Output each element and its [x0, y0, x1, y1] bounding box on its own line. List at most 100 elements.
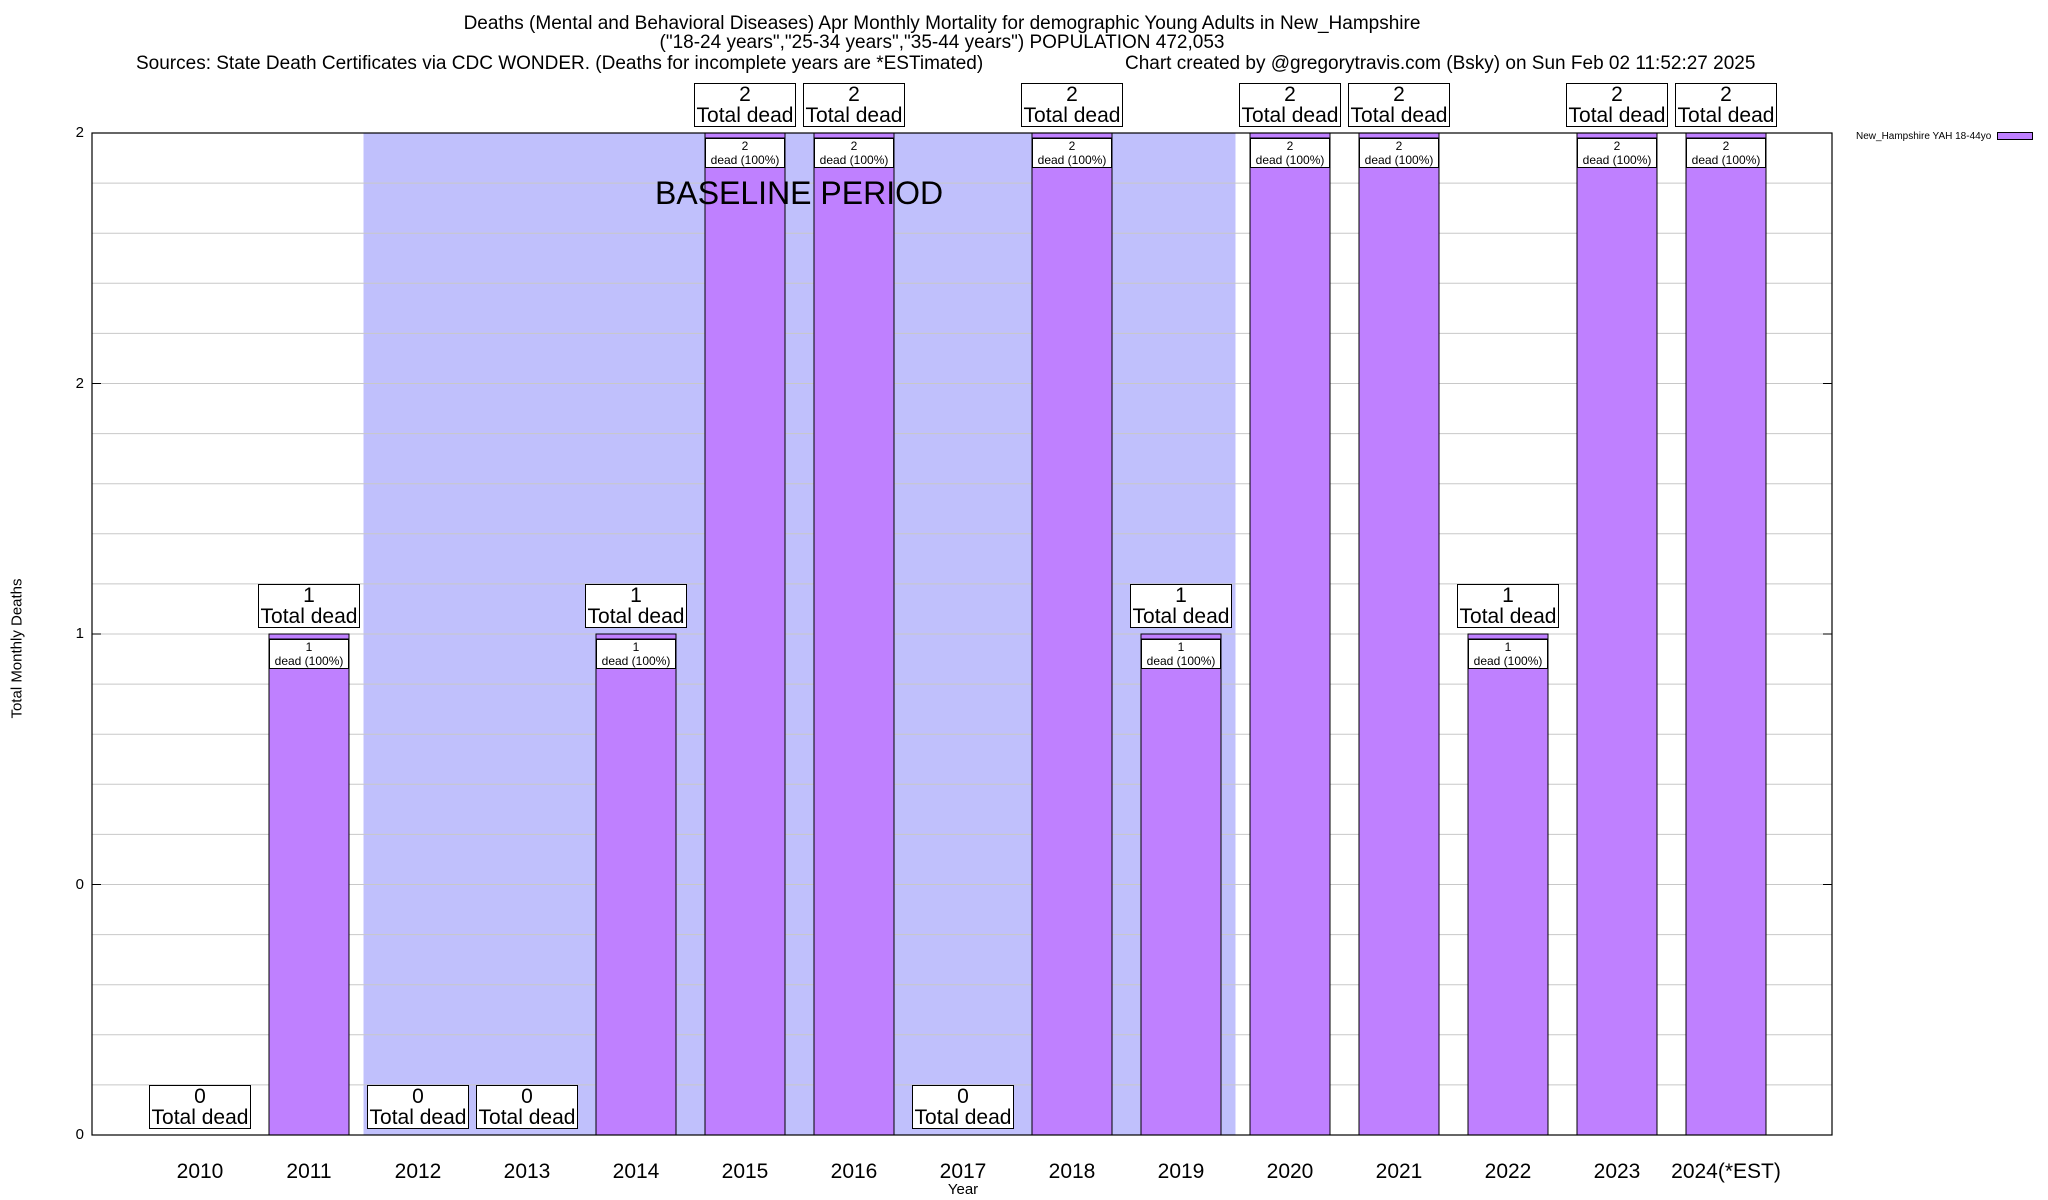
segment-label-line: 2 — [1068, 139, 1076, 153]
total-dead-value: 1 — [303, 584, 315, 607]
segment-label-line: dead (100%) — [1146, 654, 1216, 668]
x-tick-label: 2011 — [286, 1160, 332, 1183]
chart-credit: Chart created by @gregorytravis.com (Bsk… — [1125, 53, 1756, 74]
bar-2011 — [268, 633, 350, 1136]
x-tick-label: 2012 — [394, 1160, 442, 1183]
segment-label-line: 2 — [1613, 139, 1621, 153]
bar-2018 — [1031, 132, 1113, 1136]
total-dead-value: 0 — [412, 1085, 424, 1108]
bar-2022 — [1467, 633, 1549, 1136]
total-dead-text: Total dead — [1241, 104, 1339, 127]
segment-label: 2 dead (100%) — [1250, 138, 1330, 168]
total-dead-text: Total dead — [1023, 104, 1121, 127]
segment-label: 2 dead (100%) — [1577, 138, 1657, 168]
total-dead-label: 1 Total dead — [1130, 584, 1232, 628]
total-dead-value: 2 — [848, 83, 860, 106]
bar-2024(*EST) — [1685, 132, 1767, 1136]
bar-2016 — [813, 132, 895, 1136]
segment-label-line: 2 — [741, 139, 749, 153]
segment-label-line: 1 — [1177, 640, 1185, 654]
segment-label: 1 dead (100%) — [1141, 639, 1221, 669]
x-axis-label: Year — [947, 1181, 979, 1198]
total-dead-label: 2 Total dead — [1348, 83, 1450, 127]
segment-label: 1 dead (100%) — [1468, 639, 1548, 669]
segment-label: 2 dead (100%) — [814, 138, 894, 168]
x-tick-label: 2021 — [1375, 1160, 1423, 1183]
x-tick-label: 2018 — [1048, 1160, 1096, 1183]
segment-label-line: dead (100%) — [819, 153, 889, 167]
total-dead-text: Total dead — [914, 1106, 1012, 1129]
total-dead-value: 0 — [194, 1085, 206, 1108]
legend-swatch — [1997, 132, 2034, 141]
bar-2020 — [1249, 132, 1331, 1136]
total-dead-label: 2 Total dead — [1021, 83, 1123, 127]
x-tick-label: 2020 — [1266, 1160, 1314, 1183]
segment-label-line: dead (100%) — [1582, 153, 1652, 167]
segment-label-line: dead (100%) — [274, 654, 344, 668]
segment-label: 2 dead (100%) — [705, 138, 785, 168]
segment-label-line: 2 — [1395, 139, 1403, 153]
total-dead-text: Total dead — [587, 605, 685, 628]
segment-label-line: 2 — [1722, 139, 1730, 153]
y-tick-label: 2 — [75, 374, 84, 392]
total-dead-value: 0 — [521, 1085, 533, 1108]
segment-label-line: dead (100%) — [1255, 153, 1325, 167]
bar-2023 — [1576, 132, 1658, 1136]
total-dead-value: 1 — [1175, 584, 1187, 607]
total-dead-value: 2 — [1284, 83, 1296, 106]
segment-label: 2 dead (100%) — [1032, 138, 1112, 168]
total-dead-text: Total dead — [1568, 104, 1666, 127]
y-axis-label: Total Monthly Deaths — [8, 578, 26, 719]
total-dead-label: 0 Total dead — [476, 1085, 578, 1129]
total-dead-text: Total dead — [369, 1106, 467, 1129]
segment-label: 1 dead (100%) — [269, 639, 349, 669]
x-tick-label: 2017 — [939, 1160, 987, 1183]
segment-label-line: 1 — [632, 640, 640, 654]
total-dead-value: 2 — [1611, 83, 1623, 106]
total-dead-text: Total dead — [1350, 104, 1448, 127]
total-dead-text: Total dead — [696, 104, 794, 127]
x-tick-label: 2015 — [721, 1160, 769, 1183]
segment-label: 2 dead (100%) — [1359, 138, 1439, 168]
segment-label-line: dead (100%) — [1364, 153, 1434, 167]
x-tick-label: 2019 — [1157, 1160, 1205, 1183]
total-dead-text: Total dead — [260, 605, 358, 628]
total-dead-value: 1 — [630, 584, 642, 607]
legend: New_Hampshire YAH 18-44yo — [1856, 131, 2034, 142]
x-tick-label: 2023 — [1593, 1160, 1641, 1183]
total-dead-value: 2 — [739, 83, 751, 106]
bar-2015 — [704, 132, 786, 1136]
segment-label-line: dead (100%) — [710, 153, 780, 167]
y-tick-label: 0 — [75, 1126, 84, 1143]
total-dead-label: 1 Total dead — [585, 584, 687, 628]
x-tick-label: 2010 — [176, 1160, 224, 1183]
total-dead-value: 2 — [1720, 83, 1732, 106]
x-tick-label: 2024(*EST) — [1671, 1160, 1781, 1183]
x-tick-label: 2022 — [1484, 1160, 1532, 1183]
total-dead-text: Total dead — [1132, 605, 1230, 628]
total-dead-label: 2 Total dead — [1566, 83, 1668, 127]
total-dead-label: 2 Total dead — [694, 83, 796, 127]
segment-label-line: 1 — [1504, 640, 1512, 654]
total-dead-text: Total dead — [151, 1106, 249, 1129]
y-tick-label: 1 — [75, 625, 84, 642]
x-tick-label: 2013 — [503, 1160, 551, 1183]
bar-2019 — [1140, 633, 1222, 1136]
total-dead-label: 0 Total dead — [912, 1085, 1014, 1129]
total-dead-label: 1 Total dead — [1457, 584, 1559, 628]
total-dead-text: Total dead — [478, 1106, 576, 1129]
total-dead-value: 2 — [1393, 83, 1405, 106]
segment-label-line: dead (100%) — [1037, 153, 1107, 167]
chart-title: Deaths (Mental and Behavioral Diseases) … — [463, 13, 1421, 34]
x-tick-label: 2014 — [612, 1160, 660, 1183]
total-dead-text: Total dead — [805, 104, 903, 127]
segment-label-line: 2 — [850, 139, 858, 153]
segment-label-line: 2 — [1286, 139, 1294, 153]
legend-label: New_Hampshire YAH 18-44yo — [1856, 131, 1992, 142]
segment-label-line: dead (100%) — [1691, 153, 1761, 167]
total-dead-text: Total dead — [1677, 104, 1775, 127]
total-dead-label: 0 Total dead — [367, 1085, 469, 1129]
total-dead-text: Total dead — [1459, 605, 1557, 628]
total-dead-label: 2 Total dead — [803, 83, 905, 127]
